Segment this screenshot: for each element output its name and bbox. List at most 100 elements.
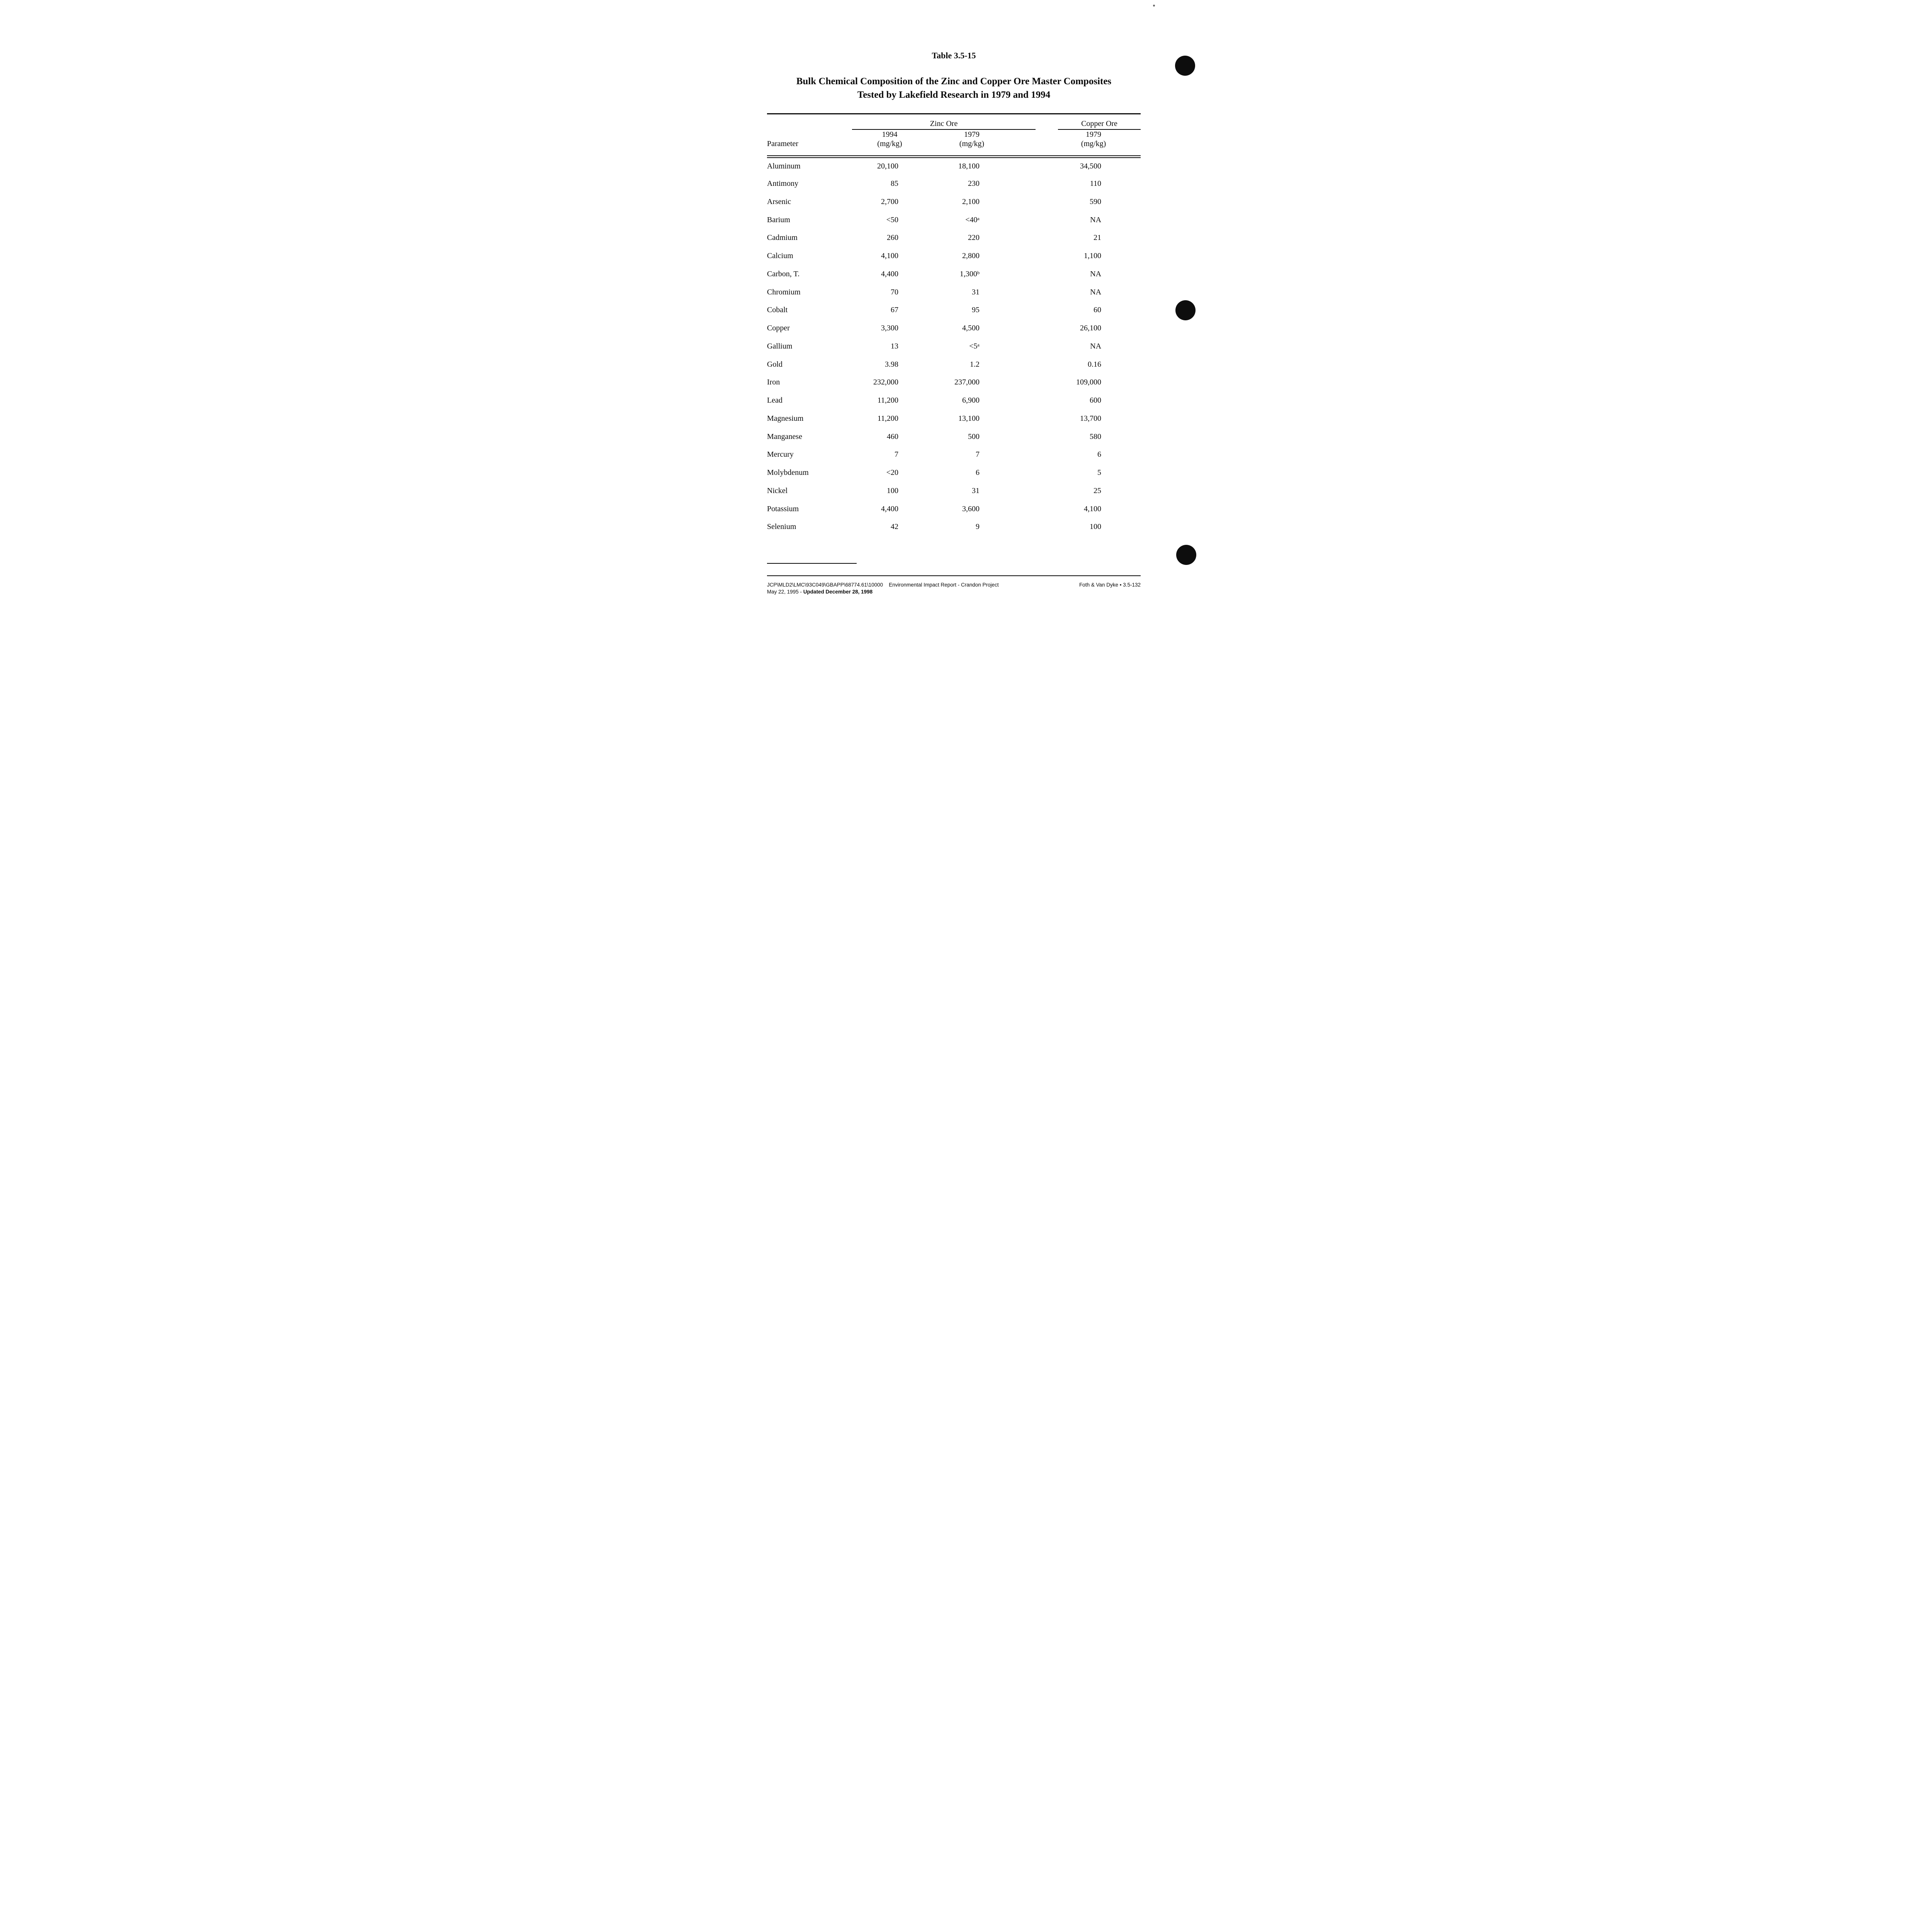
cell-parameter: Mercury <box>767 450 794 459</box>
cell-copper-1979: 590 <box>1090 197 1102 206</box>
zinc-1979-unit-label: (mg/kg) <box>959 139 985 148</box>
cell-zinc-1994: 4,100 <box>881 252 898 260</box>
zinc-ore-group-label: Zinc Ore <box>930 119 958 128</box>
cell-copper-1979: 26,100 <box>1080 324 1102 333</box>
cell-zinc-1979: 220 <box>968 233 980 242</box>
column-header-zinc-1994: 1994 (mg/kg) <box>852 130 927 158</box>
table-row: Gold 3.98 1.2 0.16 <box>767 355 1141 374</box>
table-row: Gallium 13 <5ᵃ NA <box>767 337 1141 355</box>
table-row: Selenium 42 9 100 <box>767 518 1141 536</box>
cell-zinc-1994: 460 <box>887 432 898 441</box>
cell-parameter: Antimony <box>767 179 799 188</box>
cell-copper-1979: 25 <box>1094 486 1102 495</box>
cell-zinc-1994: 260 <box>887 233 898 242</box>
cell-parameter: Calcium <box>767 252 793 260</box>
column-header-copper-1979: 1979 (mg/kg) <box>1036 130 1141 158</box>
cell-parameter: Arsenic <box>767 197 791 206</box>
column-header-parameter: Parameter <box>767 130 852 158</box>
table-row: Molybdenum <20 6 5 <box>767 464 1141 482</box>
cell-parameter: Potassium <box>767 504 799 513</box>
cell-copper-1979: 34,500 <box>1080 162 1102 171</box>
cell-zinc-1979: 237,000 <box>954 378 980 387</box>
document-content: Table 3.5-15 Bulk Chemical Composition o… <box>767 0 1141 629</box>
cell-zinc-1994: 3.98 <box>885 360 898 369</box>
cell-parameter: Carbon, T. <box>767 269 800 278</box>
cell-zinc-1979: 500 <box>968 432 980 441</box>
cell-parameter: Magnesium <box>767 414 804 423</box>
cell-copper-1979: 4,100 <box>1084 504 1102 513</box>
cell-zinc-1994: <50 <box>886 215 898 224</box>
table-row: Cadmium 260 220 21 <box>767 229 1141 247</box>
group-header-row: Zinc Ore Copper Ore <box>767 113 1141 130</box>
footer-date: May 22, 1995 - <box>767 588 803 595</box>
document-page: Table 3.5-15 Bulk Chemical Composition o… <box>723 0 1209 629</box>
table-row: Copper 3,300 4,500 26,100 <box>767 319 1141 337</box>
cell-parameter: Iron <box>767 378 780 387</box>
table-row: Potassium 4,400 3,600 4,100 <box>767 500 1141 518</box>
cell-copper-1979: 600 <box>1090 396 1102 405</box>
cell-zinc-1994: 4,400 <box>881 504 898 513</box>
scan-artifact-dot <box>1153 5 1155 7</box>
cell-parameter: Cadmium <box>767 233 798 242</box>
cell-copper-1979: NA <box>1090 215 1102 224</box>
footer-line1: JCP\MLD2\LMC\93C049\GBAPP\68774.61\10000… <box>767 582 999 588</box>
composition-table: Zinc Ore Copper Ore Parameter 1994 (mg/k… <box>767 113 1141 536</box>
cell-zinc-1994: 70 <box>891 287 898 296</box>
cell-copper-1979: NA <box>1090 342 1102 350</box>
cell-copper-1979: 580 <box>1090 432 1102 441</box>
footer-rule <box>767 575 1141 576</box>
column-header-row: Parameter 1994 (mg/kg) 1979 (mg/kg) 1979… <box>767 130 1141 158</box>
table-row: Manganese 460 500 580 <box>767 428 1141 446</box>
group-header-spacer <box>767 113 852 130</box>
cell-copper-1979: 100 <box>1090 522 1102 531</box>
cell-copper-1979: 1,100 <box>1084 252 1102 260</box>
copper-ore-underline: Copper Ore <box>1058 119 1141 130</box>
cell-zinc-1979: 13,100 <box>958 414 980 423</box>
cell-zinc-1994: 11,200 <box>877 414 898 423</box>
cell-zinc-1994: <20 <box>886 468 898 477</box>
cell-zinc-1979: 3,600 <box>962 504 980 513</box>
cell-parameter: Nickel <box>767 486 788 495</box>
footer-date-updated: Updated December 28, 1998 <box>803 588 873 595</box>
zinc-1994-unit-label: (mg/kg) <box>877 139 902 148</box>
cell-copper-1979: 110 <box>1090 179 1102 188</box>
cell-zinc-1994: 4,400 <box>881 269 898 278</box>
cell-copper-1979: 0.16 <box>1088 360 1102 369</box>
cell-zinc-1979: <5ᵃ <box>969 342 980 350</box>
footer-file-path: JCP\MLD2\LMC\93C049\GBAPP\68774.61\10000 <box>767 582 883 588</box>
cell-parameter: Aluminum <box>767 162 801 171</box>
cell-zinc-1979: 2,800 <box>962 252 980 260</box>
table-row: Mercury 7 7 6 <box>767 446 1141 464</box>
copper-1979-year-label: 1979 <box>1086 130 1102 139</box>
cell-parameter: Gold <box>767 360 782 369</box>
table-row: Nickel 100 31 25 <box>767 482 1141 500</box>
cell-zinc-1994: 42 <box>891 522 898 531</box>
cell-copper-1979: 6 <box>1097 450 1102 459</box>
table-row: Chromium 70 31 NA <box>767 283 1141 301</box>
cell-zinc-1979: 6 <box>976 468 980 477</box>
cell-zinc-1979: 1.2 <box>970 360 980 369</box>
table-row: Antimony 85 230 110 <box>767 175 1141 193</box>
footer-report-name: Environmental Impact Report - Crandon Pr… <box>889 582 999 588</box>
cell-zinc-1979: 2,100 <box>962 197 980 206</box>
cell-zinc-1994: 7 <box>895 450 898 459</box>
cell-copper-1979: 13,700 <box>1080 414 1102 423</box>
hole-punch-dot-bottom <box>1176 545 1196 565</box>
cell-parameter: Lead <box>767 396 782 405</box>
group-header-zinc-ore: Zinc Ore <box>852 113 1036 130</box>
zinc-1994-year-label: 1994 <box>882 130 898 139</box>
cell-zinc-1994: 67 <box>891 306 898 315</box>
table-row: Cobalt 67 95 60 <box>767 301 1141 320</box>
document-title-line1: Bulk Chemical Composition of the Zinc an… <box>796 76 1112 87</box>
cell-parameter: Selenium <box>767 522 796 531</box>
cell-zinc-1994: 20,100 <box>877 162 898 171</box>
document-title-line2: Tested by Lakefield Research in 1979 and… <box>857 90 1051 100</box>
cell-copper-1979: NA <box>1090 287 1102 296</box>
cell-zinc-1979: 1,300ᵇ <box>959 269 980 278</box>
cell-parameter: Molybdenum <box>767 468 809 477</box>
cell-parameter: Cobalt <box>767 306 788 315</box>
cell-parameter: Copper <box>767 324 790 333</box>
group-header-copper-ore: Copper Ore <box>1036 113 1141 130</box>
footer-left: JCP\MLD2\LMC\93C049\GBAPP\68774.61\10000… <box>767 582 999 595</box>
cell-copper-1979: 5 <box>1097 468 1102 477</box>
